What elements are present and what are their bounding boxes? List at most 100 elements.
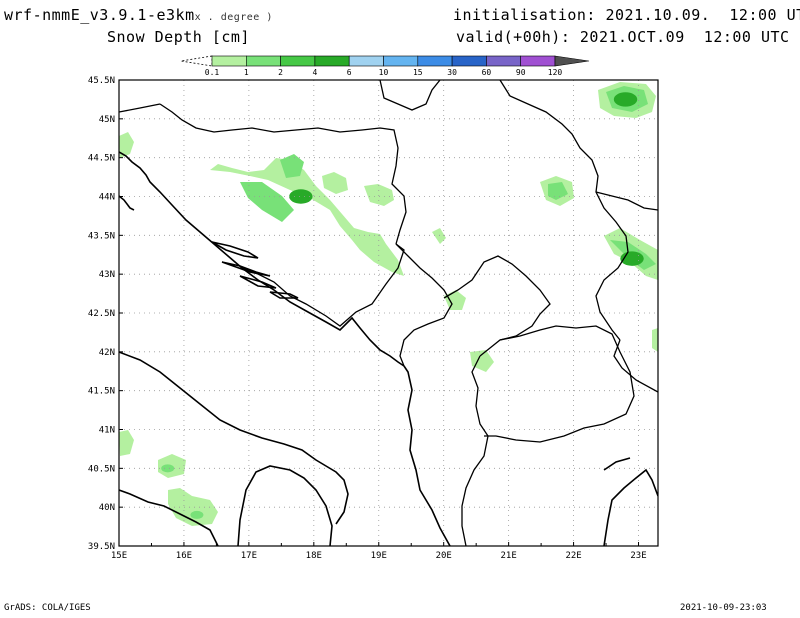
lat-label: 42N [99, 348, 115, 358]
lat-label: 45N [99, 115, 115, 125]
snow-area [432, 228, 446, 244]
snow-area [322, 172, 348, 194]
greece-west-coast [603, 468, 658, 546]
axis-labels: 15E 16E 17E 18E 19E 20E 21E 22E 23E 45.5N 45N 44.5N… [88, 76, 647, 561]
valid-time: valid(+00h): 2021.OCT.09 12:00 UTC [456, 28, 790, 46]
snow-area-mid [280, 154, 304, 178]
lat-label: 40N [99, 503, 115, 513]
colorbar-label: 1 [244, 68, 249, 77]
snow-area [652, 328, 658, 352]
macedonia-border [484, 325, 635, 443]
colorbar-box [417, 55, 453, 67]
snow-area [470, 350, 494, 372]
colorbar-box [451, 55, 487, 67]
italy-heel [119, 489, 219, 546]
snow-area [210, 158, 404, 276]
colorbar-label: 120 [548, 68, 563, 77]
snow-patch [190, 510, 204, 519]
colorbar-low-arrow [180, 55, 213, 67]
island-1 [211, 241, 259, 259]
map-panel: 15E 16E 17E 18E 19E 20E 21E 22E 23E 45.5N 45N 44.5N… [88, 76, 659, 561]
colorbar-box [211, 55, 247, 67]
snow-patch [161, 464, 175, 473]
croatia-coast [119, 151, 405, 367]
snow-area [168, 488, 218, 526]
romania-bulgaria-border [595, 191, 658, 211]
greece-inner [603, 457, 631, 471]
snow-patch [554, 188, 568, 197]
lat-label: 43.5N [88, 231, 115, 241]
lat-lon-grid [119, 80, 658, 546]
model-name: wrf-nmmE_v3.9.1-e3km [4, 6, 195, 24]
snow-area-mid [240, 182, 294, 222]
colorbar-box [383, 55, 419, 67]
colorbar-label: 60 [482, 68, 492, 77]
lat-label: 42.5N [88, 309, 115, 319]
snow-patch [613, 92, 638, 107]
lat-label: 44N [99, 193, 115, 203]
lat-label: 41N [99, 426, 115, 436]
footer-timestamp: 2021-10-09-23:03 [680, 603, 767, 613]
colorbar-label: 0.1 [205, 68, 220, 77]
lon-label: 23E [630, 551, 646, 561]
north-border [119, 103, 161, 113]
snow-patch [289, 189, 313, 204]
lon-label: 15E [111, 551, 127, 561]
colorbar-label: 6 [347, 68, 352, 77]
colorbar-label: 10 [379, 68, 389, 77]
snow-patch [261, 192, 275, 201]
lon-label: 22E [565, 551, 581, 561]
island-4 [239, 275, 277, 289]
lat-label: 44.5N [88, 154, 115, 164]
model-title: wrf-nmmE_v3.9.1-e3kmx . degree ) [4, 6, 273, 24]
lat-label: 45.5N [88, 76, 115, 86]
italy-east-coast [119, 351, 349, 525]
lon-label: 19E [371, 551, 387, 561]
country-borders [119, 80, 658, 546]
calabria [237, 465, 333, 546]
serbia-bulgaria-border [613, 339, 658, 393]
island-2 [221, 261, 271, 277]
lat-label: 43N [99, 270, 115, 280]
lon-label: 20E [436, 551, 452, 561]
colorbar-box [520, 55, 556, 67]
albania-east-border [461, 355, 489, 546]
footer-credit: GrADS: COLA/IGES [4, 603, 91, 613]
colorbar-box [486, 55, 521, 67]
montenegro-border [395, 243, 453, 367]
snow-depth-layer [119, 82, 658, 526]
lon-label: 21E [501, 551, 517, 561]
colorbar-label: 4 [312, 68, 317, 77]
initialisation-time: initialisation: 2021.10.09. 12:00 UTC [453, 6, 800, 24]
model-suffix: x . degree ) [194, 12, 273, 23]
istria [119, 195, 135, 211]
colorbar-box [246, 55, 281, 67]
colorbar-box [348, 55, 384, 67]
island-3 [269, 291, 299, 299]
lat-label: 41.5N [88, 387, 115, 397]
lat-label: 39.5N [88, 542, 115, 552]
colorbar-box [314, 55, 350, 67]
bih-south-border [241, 243, 405, 327]
colorbar-box [280, 55, 316, 67]
snow-area [444, 290, 466, 310]
lon-label: 18E [306, 551, 322, 561]
colorbar-high-arrow [554, 55, 590, 67]
snow-area [119, 132, 134, 158]
lon-label: 16E [176, 551, 192, 561]
variable-title: Snow Depth [cm] [107, 28, 250, 46]
colorbar-label: 2 [278, 68, 283, 77]
colorbar-label: 30 [447, 68, 457, 77]
lat-label: 40.5N [88, 464, 115, 474]
colorbar: 0.1 1 2 4 6 10 15 30 60 90 120 [180, 55, 590, 77]
colorbar-label: 15 [413, 68, 423, 77]
hungary-serbia-border [379, 80, 441, 111]
snow-area [119, 430, 134, 456]
serbia-east-border [499, 80, 629, 341]
croatia-bih-border [159, 103, 407, 245]
montenegro-albania-coast [403, 365, 451, 546]
colorbar-label: 90 [516, 68, 526, 77]
lon-label: 17E [241, 551, 257, 561]
coastlines [119, 151, 658, 546]
